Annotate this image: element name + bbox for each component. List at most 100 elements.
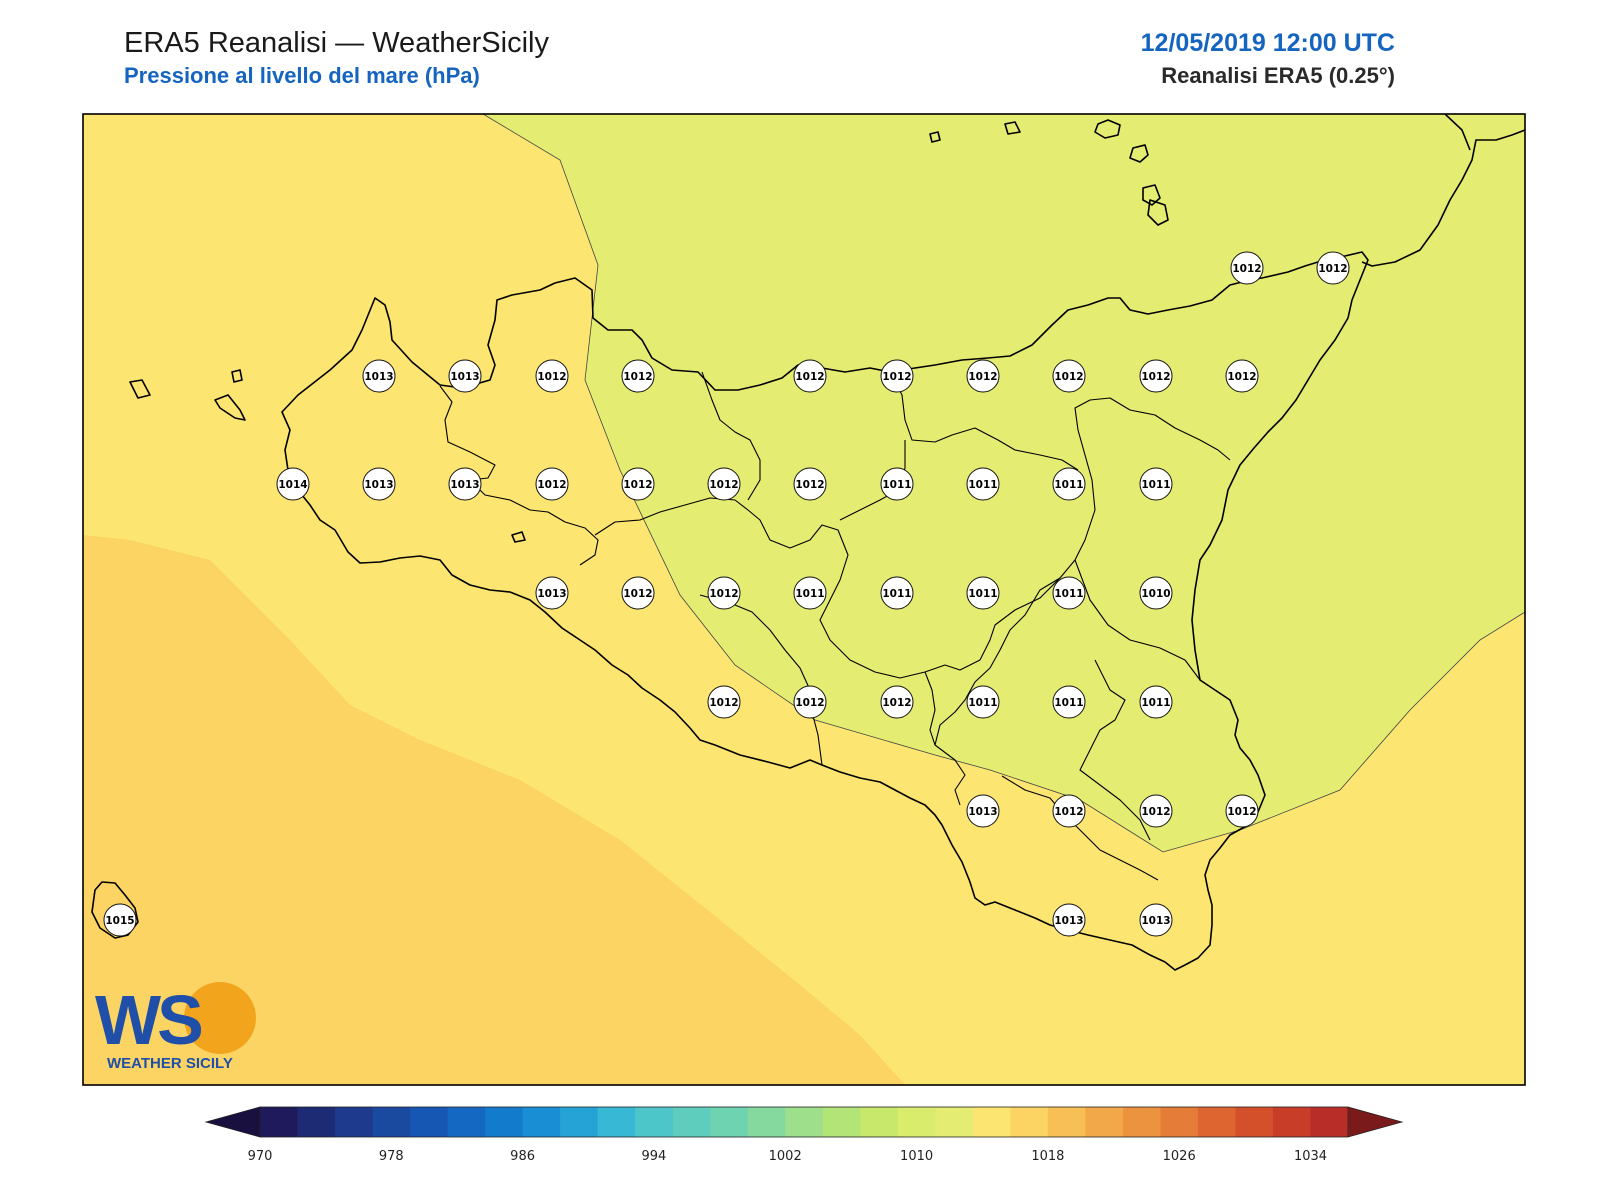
station-circle xyxy=(535,467,569,501)
station-circle xyxy=(1139,576,1173,610)
map-subtitle: Pressione al livello del mare (hPa) xyxy=(124,63,480,88)
station-pressure-label: 1011 xyxy=(1054,479,1083,491)
station-circle xyxy=(276,467,310,501)
station-circle xyxy=(1139,794,1173,828)
station-marker: 1011 xyxy=(1052,685,1086,719)
colorbar-bin xyxy=(522,1107,561,1137)
station-pressure-label: 1011 xyxy=(1054,588,1083,600)
station-circle xyxy=(448,359,482,393)
sun-icon xyxy=(184,982,256,1054)
colorbar-over-arrow xyxy=(1347,1106,1404,1138)
station-marker: 1011 xyxy=(1139,467,1173,501)
station-marker: 1012 xyxy=(621,467,655,501)
station-pressure-label: 1012 xyxy=(795,371,824,383)
colorbar-tick-label: 978 xyxy=(379,1149,404,1164)
station-pressure-label: 1013 xyxy=(364,371,393,383)
station-pressure-label: 1010 xyxy=(1141,588,1170,600)
calabria-coast xyxy=(1361,129,1525,267)
station-marker: 1013 xyxy=(1139,903,1173,937)
station-pressure-label: 1011 xyxy=(968,588,997,600)
colorbar-bin xyxy=(485,1107,524,1137)
station-circle xyxy=(793,467,827,501)
colorbar-bin xyxy=(860,1107,899,1137)
station-marker: 1012 xyxy=(1316,251,1350,285)
station-circle xyxy=(1139,359,1173,393)
colorbar: 970 978 986 994 1002 1010 1018 1026 1034 xyxy=(204,1106,1404,1164)
station-pressure-label: 1012 xyxy=(882,697,911,709)
colorbar-bin xyxy=(935,1107,974,1137)
station-circle xyxy=(1316,251,1350,285)
station-marker: 1013 xyxy=(966,794,1000,828)
station-pressure-label: 1012 xyxy=(795,479,824,491)
station-marker: 1012 xyxy=(1052,794,1086,828)
station-pressure-label: 1012 xyxy=(623,588,652,600)
egadi-island-2 xyxy=(214,394,246,421)
station-circle xyxy=(1139,903,1173,937)
colorbar-bin xyxy=(972,1107,1011,1137)
station-pressure-label: 1011 xyxy=(882,588,911,600)
colorbar-bin xyxy=(635,1107,674,1137)
station-marker: 1012 xyxy=(966,359,1000,393)
valid-datetime: 12/05/2019 12:00 UTC xyxy=(1140,29,1395,57)
station-circle xyxy=(966,467,1000,501)
station-circle xyxy=(793,576,827,610)
station-marker: 1012 xyxy=(621,576,655,610)
station-marker: 1012 xyxy=(535,467,569,501)
colorbar-bin xyxy=(1010,1107,1049,1137)
station-circle xyxy=(793,685,827,719)
aeolian-island-2 xyxy=(1094,119,1121,139)
station-pressure-label: 1012 xyxy=(1227,806,1256,818)
station-circle xyxy=(880,359,914,393)
station-marker: 1012 xyxy=(1225,794,1259,828)
station-pressure-label: 1013 xyxy=(450,371,479,383)
station-circle xyxy=(1225,359,1259,393)
station-circle xyxy=(535,576,569,610)
map-title: ERA5 Reanalisi — WeatherSicily xyxy=(124,27,549,59)
station-pressure-label: 1012 xyxy=(1232,263,1261,275)
station-pressure-label: 1012 xyxy=(709,479,738,491)
province-borders xyxy=(439,371,1231,881)
colorbar-tick-label: 1034 xyxy=(1294,1149,1327,1164)
colorbar-bin xyxy=(747,1107,786,1137)
station-pressure-label: 1012 xyxy=(709,588,738,600)
station-circle xyxy=(1052,794,1086,828)
colorbar-bin xyxy=(1235,1107,1274,1137)
aeolian-island-5 xyxy=(1004,121,1021,135)
station-marker: 1011 xyxy=(966,685,1000,719)
station-layer: 1012 1012 1013 1013 1012 1012 1012 1012 1012 1012… xyxy=(103,251,1350,937)
station-circle xyxy=(103,903,137,937)
station-circle xyxy=(621,359,655,393)
station-marker: 1011 xyxy=(880,467,914,501)
station-circle xyxy=(966,576,1000,610)
station-pressure-label: 1012 xyxy=(1318,263,1347,275)
station-marker: 1013 xyxy=(535,576,569,610)
station-pressure-label: 1012 xyxy=(1054,371,1083,383)
station-pressure-label: 1013 xyxy=(537,588,566,600)
station-pressure-label: 1015 xyxy=(105,915,134,927)
colorbar-bin xyxy=(1122,1107,1162,1137)
station-pressure-label: 1011 xyxy=(968,697,997,709)
colorbar-bin xyxy=(1197,1107,1237,1137)
station-pressure-label: 1012 xyxy=(1227,371,1256,383)
station-pressure-label: 1012 xyxy=(623,479,652,491)
colorbar-tick-label: 970 xyxy=(248,1149,273,1164)
station-marker: 1012 xyxy=(1230,251,1264,285)
field-1010-1014 xyxy=(482,114,1525,853)
station-marker: 1012 xyxy=(793,467,827,501)
title-block: ERA5 Reanalisi — WeatherSicily Pressione… xyxy=(124,26,549,90)
station-circle xyxy=(621,467,655,501)
pantelleria-island xyxy=(91,881,139,939)
station-marker: 1012 xyxy=(880,685,914,719)
station-circle xyxy=(1139,467,1173,501)
colorbar-bin xyxy=(785,1107,824,1137)
station-marker: 1012 xyxy=(707,576,741,610)
colorbar-tick-label: 1026 xyxy=(1163,1149,1196,1164)
station-pressure-label: 1012 xyxy=(795,697,824,709)
colorbar-bin xyxy=(822,1107,861,1137)
station-circle xyxy=(1230,251,1264,285)
station-marker: 1010 xyxy=(1139,576,1173,610)
station-marker: 1012 xyxy=(793,685,827,719)
station-circle xyxy=(1052,576,1086,610)
colorbar-bin xyxy=(297,1107,336,1137)
station-marker: 1012 xyxy=(535,359,569,393)
